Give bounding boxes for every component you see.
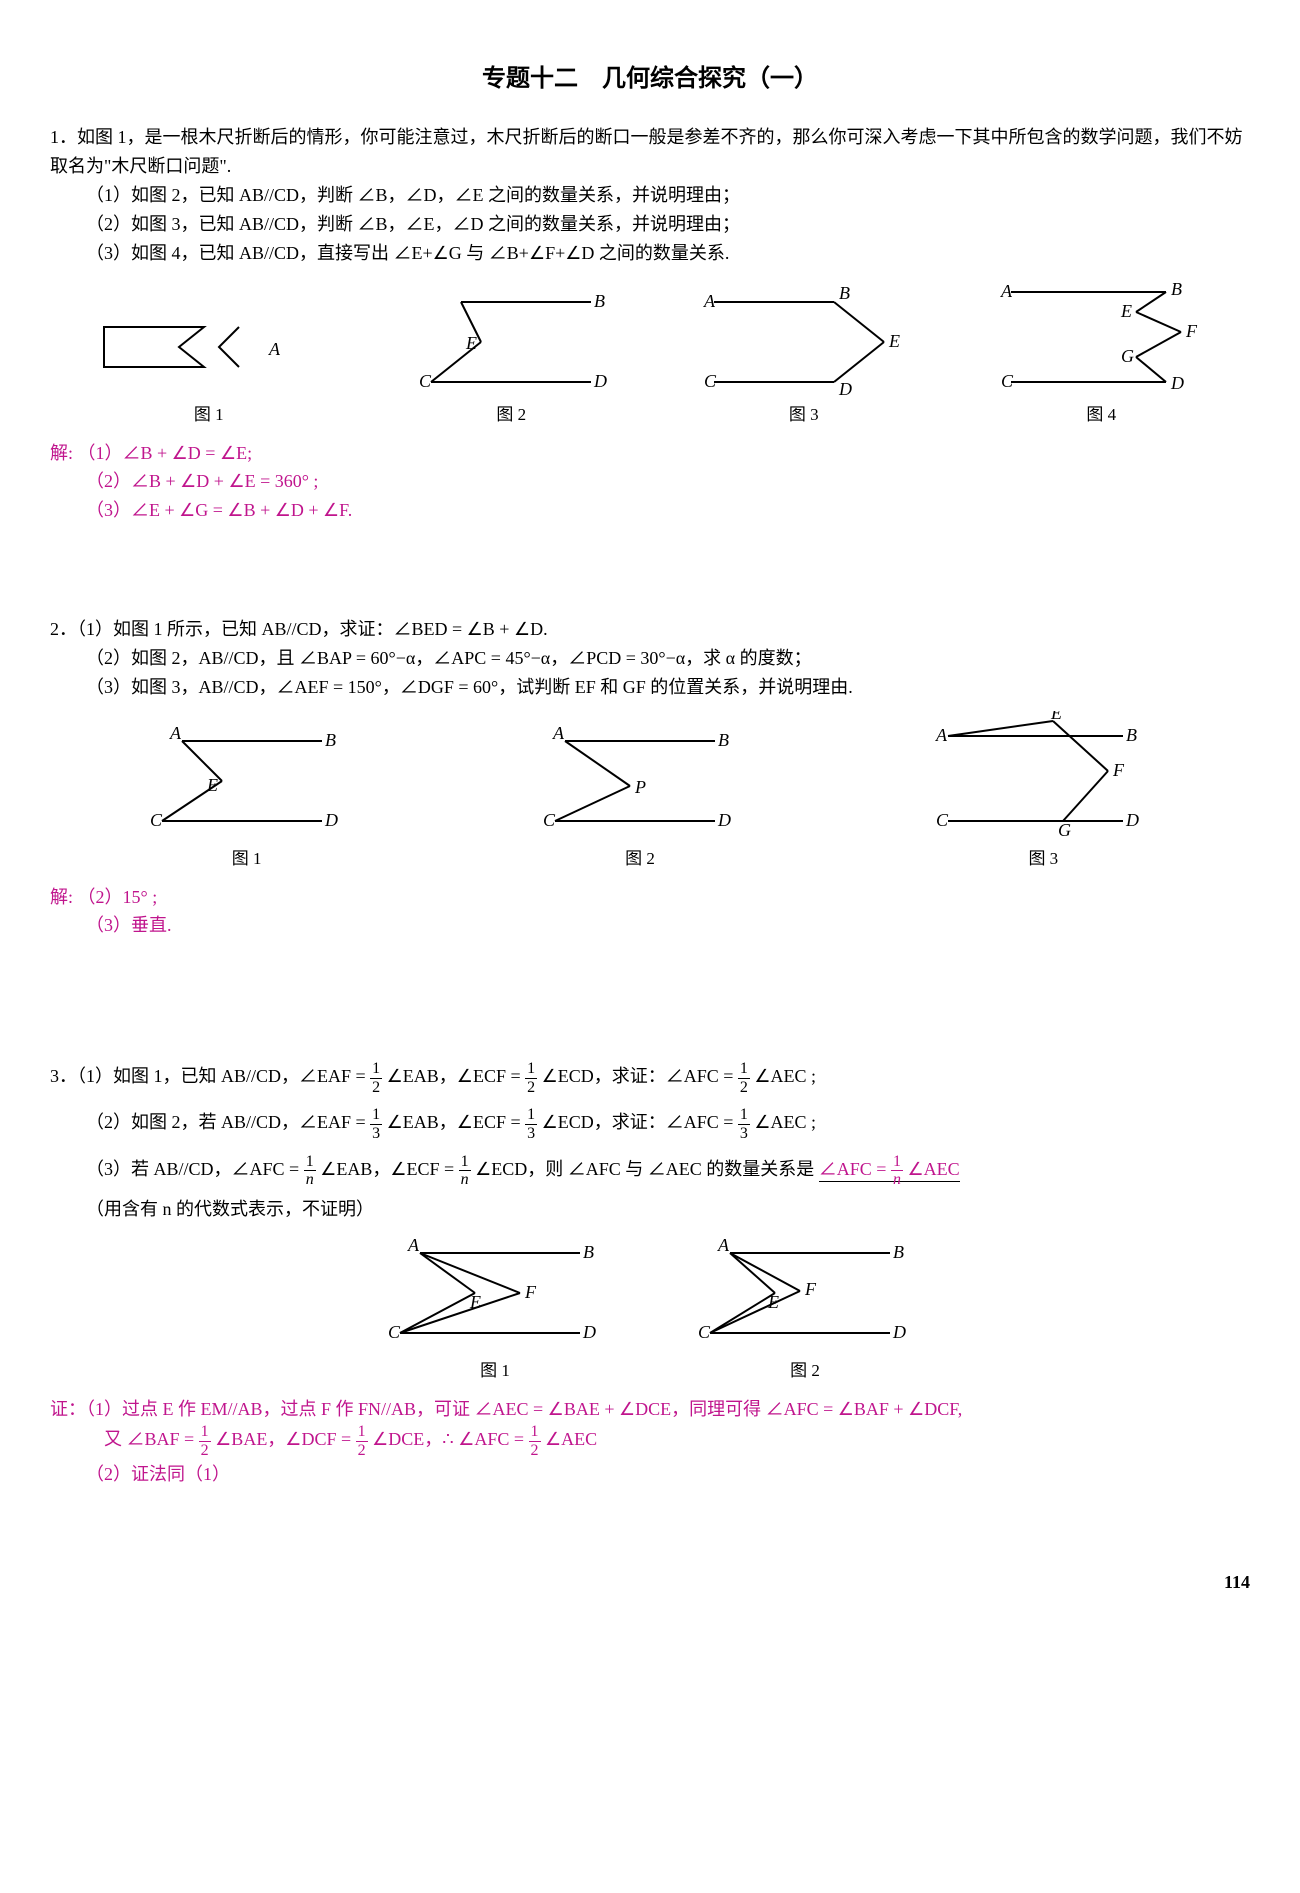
svg-text:G: G bbox=[1058, 820, 1071, 840]
svg-text:D: D bbox=[324, 810, 338, 830]
p3-proof: 证：（1）过点 E 作 EM//AB，过点 F 作 FN//AB，可证 ∠AEC… bbox=[50, 1395, 1250, 1489]
p2-fig2: AB P CD 图 2 bbox=[530, 721, 750, 872]
svg-text:E: E bbox=[767, 1292, 779, 1312]
svg-text:A: A bbox=[552, 723, 565, 743]
svg-text:E: E bbox=[206, 775, 218, 795]
svg-text:B: B bbox=[1171, 279, 1182, 299]
svg-text:A: A bbox=[169, 723, 182, 743]
p1-figures: A 图 1 BE CD 图 2 bbox=[50, 277, 1250, 428]
p3-q2: （2）如图 2，若 AB//CD，∠EAF = 13 ∠EAB，∠ECF = 1… bbox=[86, 1106, 1250, 1142]
p3-blank-answer: ∠AFC = 1n ∠AEC bbox=[819, 1159, 960, 1182]
svg-text:F: F bbox=[1185, 321, 1198, 341]
page-title: 专题十二 几何综合探究（一） bbox=[50, 60, 1250, 98]
svg-text:B: B bbox=[718, 730, 729, 750]
p1-answers: 解: （1）∠B + ∠D = ∠E; （2）∠B + ∠D + ∠E = 36… bbox=[50, 439, 1250, 525]
svg-text:E: E bbox=[1050, 711, 1062, 723]
svg-text:D: D bbox=[1170, 373, 1184, 393]
p2-answers: 解: （2）15° ; （3）垂直. bbox=[50, 883, 1250, 941]
p1-fig4: AB EF G CD 图 4 bbox=[996, 277, 1206, 428]
p2-fig1: AB E CD 图 1 bbox=[137, 721, 357, 872]
svg-text:B: B bbox=[594, 291, 605, 311]
svg-text:B: B bbox=[1126, 725, 1137, 745]
svg-text:A: A bbox=[935, 725, 948, 745]
svg-text:C: C bbox=[698, 1322, 711, 1342]
svg-text:C: C bbox=[150, 810, 163, 830]
svg-text:B: B bbox=[583, 1242, 594, 1262]
p1-fig3: AB E CD 图 3 bbox=[699, 287, 909, 428]
p3-note: （用含有 n 的代数式表示，不证明） bbox=[86, 1195, 1250, 1224]
p3-q1: 3．（1）如图 1，已知 AB//CD，∠EAF = 12 ∠EAB，∠ECF … bbox=[50, 1060, 1250, 1096]
svg-text:B: B bbox=[839, 287, 850, 303]
p3-figures: AB EF CD 图 1 AB EF bbox=[50, 1233, 1250, 1384]
p3-q3: （3）若 AB//CD，∠AFC = 1n ∠EAB，∠ECF = 1n ∠EC… bbox=[86, 1153, 1250, 1189]
svg-text:C: C bbox=[936, 810, 949, 830]
p1-q2: （2）如图 3，已知 AB//CD，判断 ∠B，∠E，∠D 之间的数量关系，并说… bbox=[86, 210, 1250, 239]
p3-fig2: AB EF CD 图 2 bbox=[690, 1233, 920, 1384]
problem-3: 3．（1）如图 1，已知 AB//CD，∠EAF = 12 ∠EAB，∠ECF … bbox=[50, 1060, 1250, 1488]
svg-text:E: E bbox=[465, 333, 477, 353]
svg-text:D: D bbox=[1125, 810, 1139, 830]
svg-text:A: A bbox=[703, 291, 716, 311]
svg-text:A: A bbox=[407, 1235, 420, 1255]
svg-text:D: D bbox=[717, 810, 731, 830]
p1-intro: 1．如图 1，是一根木尺折断后的情形，你可能注意过，木尺折断后的断口一般是参差不… bbox=[50, 123, 1250, 181]
p1-q1: （1）如图 2，已知 AB//CD，判断 ∠B，∠D，∠E 之间的数量关系，并说… bbox=[86, 181, 1250, 210]
p1-fig2: BE CD 图 2 bbox=[411, 287, 611, 428]
p3-fig1: AB EF CD 图 1 bbox=[380, 1233, 610, 1384]
svg-text:B: B bbox=[325, 730, 336, 750]
svg-text:D: D bbox=[582, 1322, 596, 1342]
svg-text:B: B bbox=[893, 1242, 904, 1262]
svg-text:C: C bbox=[388, 1322, 401, 1342]
p1-fig1: A 图 1 bbox=[94, 297, 324, 428]
p2-q3: （3）如图 3，AB//CD，∠AEF = 150°，∠DGF = 60°，试判… bbox=[86, 673, 1250, 702]
p2-fig3: AEB F CGD 图 3 bbox=[923, 711, 1163, 872]
ruler-diagram: A bbox=[94, 297, 324, 397]
svg-text:C: C bbox=[543, 810, 556, 830]
svg-text:E: E bbox=[469, 1292, 481, 1312]
svg-text:D: D bbox=[593, 371, 607, 391]
page-number: 114 bbox=[50, 1568, 1250, 1597]
svg-text:P: P bbox=[634, 777, 646, 797]
p1-fig4-svg: A B E F G C D bbox=[996, 277, 1206, 397]
p1-fig3-svg: A B E C D bbox=[699, 287, 909, 397]
p2-q2: （2）如图 2，AB//CD，且 ∠BAP = 60°−α，∠APC = 45°… bbox=[86, 644, 1250, 673]
svg-text:E: E bbox=[888, 331, 900, 351]
svg-text:F: F bbox=[524, 1282, 537, 1302]
svg-text:C: C bbox=[419, 371, 432, 391]
svg-text:A: A bbox=[268, 339, 281, 359]
svg-text:C: C bbox=[704, 371, 717, 391]
p1-q3: （3）如图 4，已知 AB//CD，直接写出 ∠E+∠G 与 ∠B+∠F+∠D … bbox=[86, 239, 1250, 268]
svg-text:D: D bbox=[838, 379, 852, 397]
svg-text:A: A bbox=[717, 1235, 730, 1255]
p2-figures: AB E CD 图 1 AB P CD bbox=[50, 711, 1250, 872]
svg-text:D: D bbox=[892, 1322, 906, 1342]
svg-text:C: C bbox=[1001, 371, 1014, 391]
problem-2: 2．（1）如图 1 所示，已知 AB//CD，求证：∠BED = ∠B + ∠D… bbox=[50, 615, 1250, 940]
p2-q1: 2．（1）如图 1 所示，已知 AB//CD，求证：∠BED = ∠B + ∠D… bbox=[50, 615, 1250, 644]
svg-text:G: G bbox=[1121, 346, 1134, 366]
svg-text:A: A bbox=[1000, 281, 1013, 301]
svg-text:F: F bbox=[804, 1279, 817, 1299]
svg-text:E: E bbox=[1120, 301, 1132, 321]
problem-1: 1．如图 1，是一根木尺折断后的情形，你可能注意过，木尺折断后的断口一般是参差不… bbox=[50, 123, 1250, 525]
svg-text:F: F bbox=[1112, 760, 1125, 780]
p1-fig2-svg: B E C D bbox=[411, 287, 611, 397]
